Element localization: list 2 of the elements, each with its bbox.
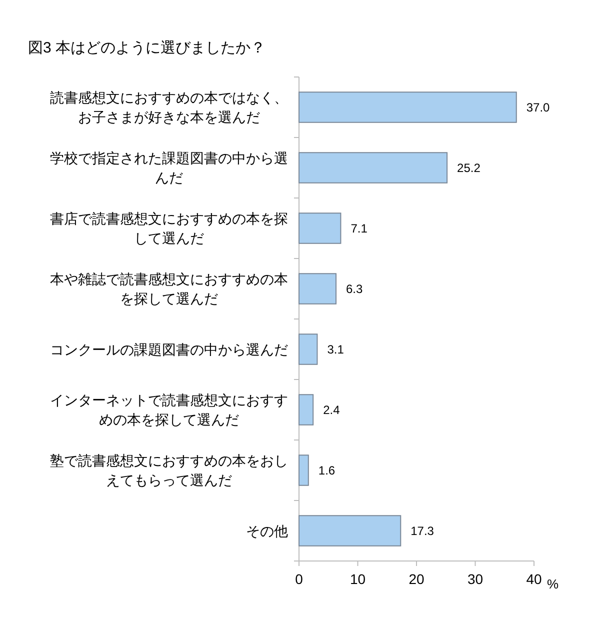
title: 図3 本はどのように選びましたか？	[28, 40, 266, 56]
xlabel: %	[547, 576, 559, 592]
